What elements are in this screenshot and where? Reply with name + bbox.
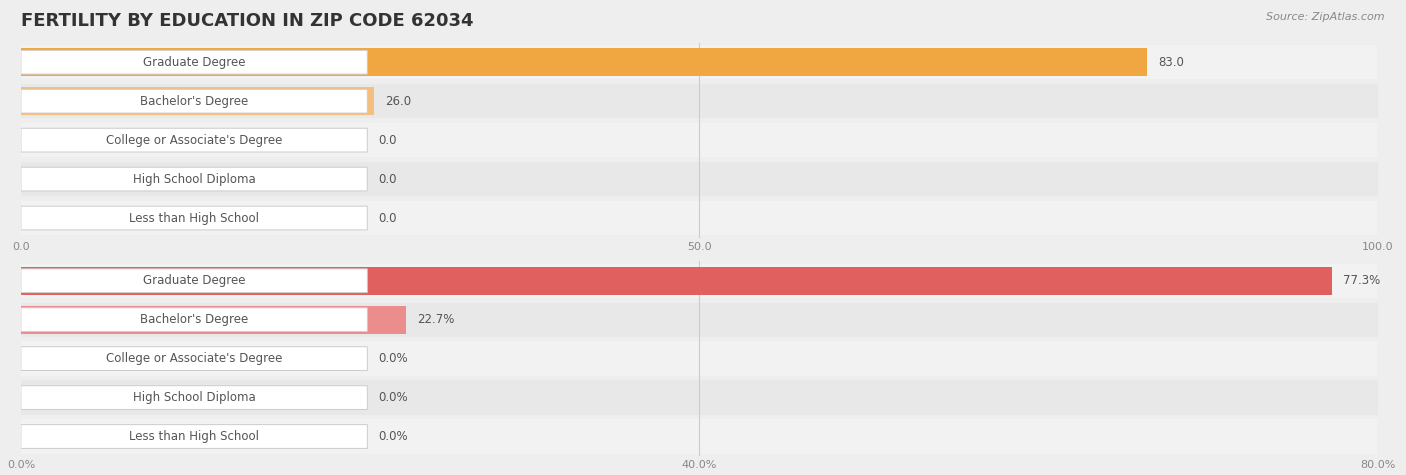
Text: High School Diploma: High School Diploma: [132, 172, 256, 186]
Text: 0.0: 0.0: [378, 211, 396, 225]
Text: 26.0: 26.0: [385, 95, 411, 108]
Text: Graduate Degree: Graduate Degree: [143, 274, 245, 287]
Text: Source: ZipAtlas.com: Source: ZipAtlas.com: [1267, 12, 1385, 22]
Bar: [21, 266, 1331, 295]
Text: Less than High School: Less than High School: [129, 430, 259, 443]
Text: Bachelor's Degree: Bachelor's Degree: [141, 313, 249, 326]
Bar: [21, 305, 406, 334]
FancyBboxPatch shape: [21, 206, 367, 230]
Bar: [21, 264, 1378, 298]
FancyBboxPatch shape: [21, 128, 367, 152]
Bar: [21, 162, 1378, 196]
Bar: [21, 380, 1378, 415]
Text: FERTILITY BY EDUCATION IN ZIP CODE 62034: FERTILITY BY EDUCATION IN ZIP CODE 62034: [21, 12, 474, 30]
FancyBboxPatch shape: [21, 50, 367, 74]
FancyBboxPatch shape: [21, 347, 367, 370]
Text: 83.0: 83.0: [1159, 56, 1184, 69]
FancyBboxPatch shape: [21, 269, 367, 293]
Bar: [21, 48, 1147, 76]
Bar: [21, 45, 1378, 79]
Bar: [21, 123, 1378, 157]
Text: 0.0: 0.0: [378, 133, 396, 147]
Bar: [21, 87, 374, 115]
Text: 22.7%: 22.7%: [418, 313, 454, 326]
Text: 0.0%: 0.0%: [378, 430, 408, 443]
Text: Graduate Degree: Graduate Degree: [143, 56, 245, 69]
Bar: [21, 419, 1378, 454]
Text: High School Diploma: High School Diploma: [132, 391, 256, 404]
FancyBboxPatch shape: [21, 386, 367, 409]
FancyBboxPatch shape: [21, 425, 367, 448]
Text: 0.0: 0.0: [378, 172, 396, 186]
FancyBboxPatch shape: [21, 308, 367, 332]
Text: Bachelor's Degree: Bachelor's Degree: [141, 95, 249, 108]
FancyBboxPatch shape: [21, 89, 367, 113]
Bar: [21, 84, 1378, 118]
FancyBboxPatch shape: [21, 167, 367, 191]
Bar: [21, 201, 1378, 235]
Text: 0.0%: 0.0%: [378, 391, 408, 404]
Bar: [21, 342, 1378, 376]
Text: College or Associate's Degree: College or Associate's Degree: [105, 133, 283, 147]
Text: College or Associate's Degree: College or Associate's Degree: [105, 352, 283, 365]
Text: Less than High School: Less than High School: [129, 211, 259, 225]
Text: 77.3%: 77.3%: [1343, 274, 1381, 287]
Bar: [21, 303, 1378, 337]
Text: 0.0%: 0.0%: [378, 352, 408, 365]
